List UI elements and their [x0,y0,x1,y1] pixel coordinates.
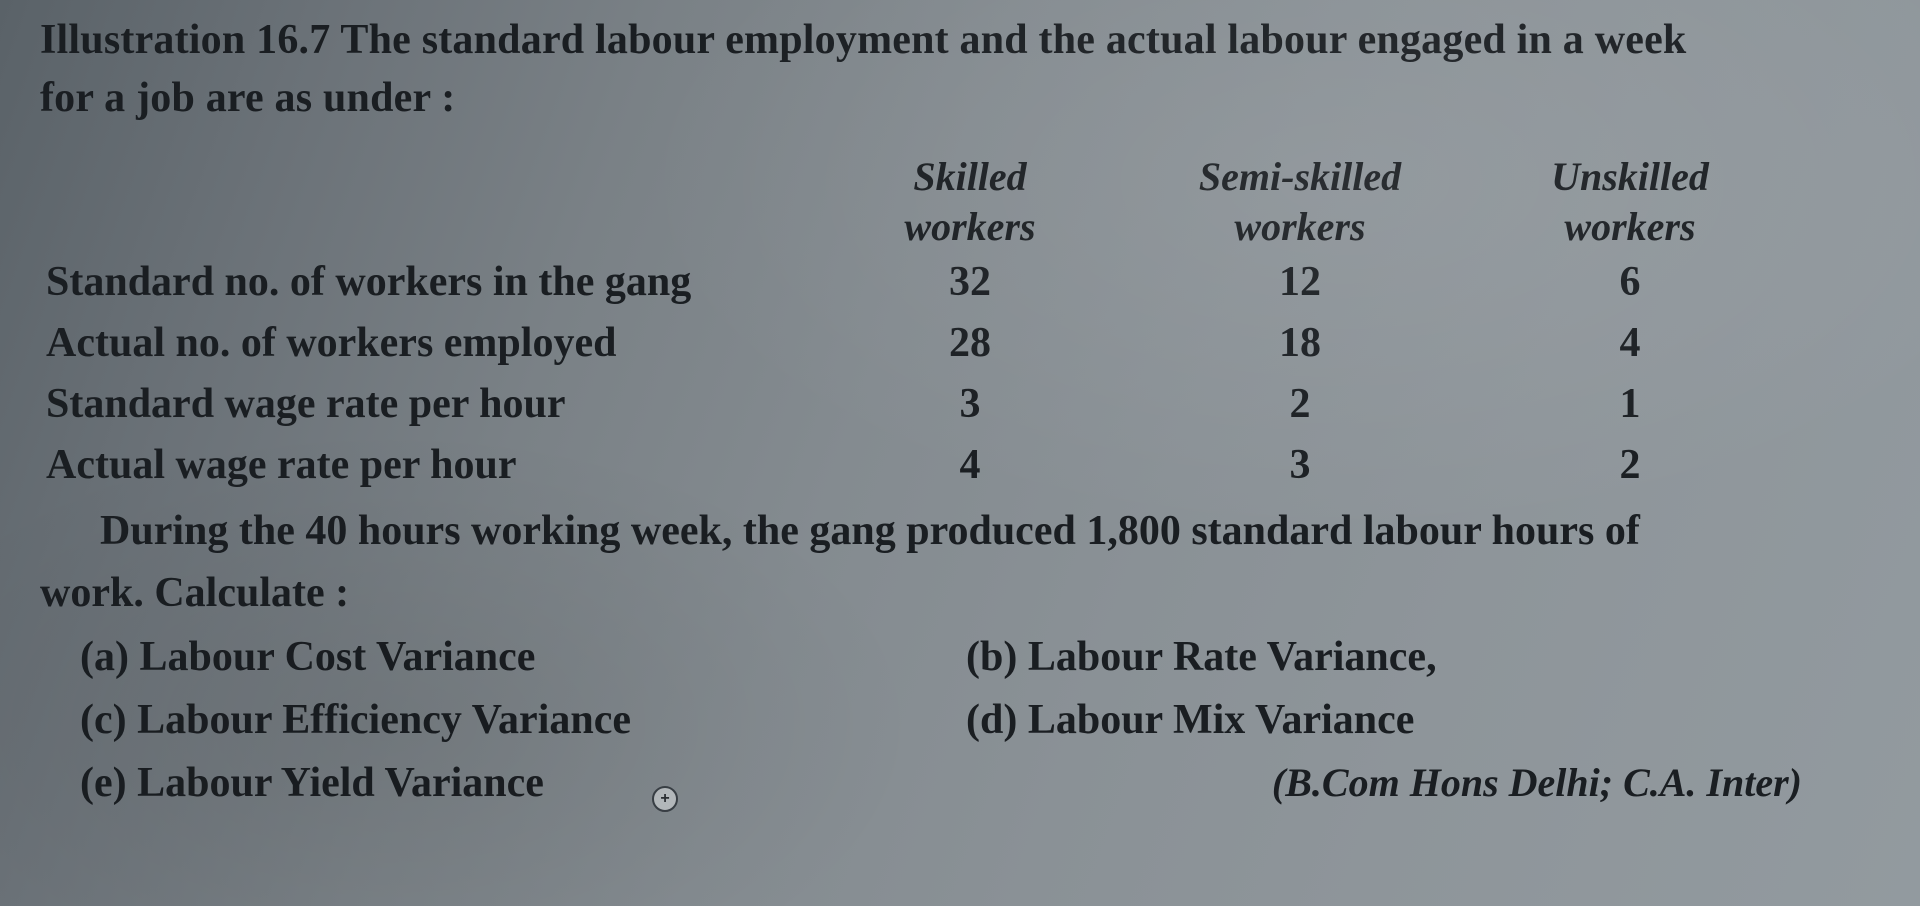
paragraph-line2: work. Calculate : [40,563,1872,624]
col-unskilled-line2: workers [1480,202,1780,252]
col-unskilled-line1: Unskilled [1480,152,1780,202]
row-value: 18 [1120,313,1480,374]
col-unskilled: Unskilled workers [1480,152,1780,252]
col-skilled: Skilled workers [820,152,1120,252]
col-semiskilled: Semi-skilled workers [1120,152,1480,252]
row-value: 3 [820,374,1120,435]
row-value: 2 [1120,374,1480,435]
row-value: 28 [820,313,1120,374]
illustration-body-2: for a job are as under : [40,70,1872,128]
row-value: 2 [1480,435,1780,496]
row-value: 1 [1480,374,1780,435]
illustration-heading: Illustration 16.7 [40,17,330,63]
col-semiskilled-line1: Semi-skilled [1120,152,1480,202]
paragraph-output: During the 40 hours working week, the ga… [40,501,1872,562]
column-headers: Skilled workers Semi-skilled workers Uns… [40,152,1872,252]
calc-item-a: (a) Labour Cost Variance [40,626,956,689]
col-skilled-line2: workers [820,202,1120,252]
col-skilled-line1: Skilled [820,152,1120,202]
table-row: Standard no. of workers in the gang 32 1… [40,252,1872,313]
calc-item-c: (c) Labour Efficiency Variance [40,689,956,752]
row-label: Actual wage rate per hour [40,435,820,496]
row-label: Standard wage rate per hour [40,374,820,435]
row-value: 4 [1480,313,1780,374]
table-row: Actual no. of workers employed 28 18 4 [40,313,1872,374]
row-label: Actual no. of workers employed [40,313,820,374]
row-value: 3 [1120,435,1480,496]
table-row: Standard wage rate per hour 3 2 1 [40,374,1872,435]
row-value: 12 [1120,252,1480,313]
row-label: Standard no. of workers in the gang [40,252,820,313]
calc-item-e: (e) Labour Yield Variance [40,752,956,815]
illustration-page: Illustration 16.7 The standard labour em… [0,0,1920,826]
col-semiskilled-line2: workers [1120,202,1480,252]
paragraph-line1: During the 40 hours working week, the ga… [100,508,1640,554]
row-value: 4 [820,435,1120,496]
row-value: 6 [1480,252,1780,313]
row-value: 32 [820,252,1120,313]
illustration-title: Illustration 16.7 The standard labour em… [40,12,1872,70]
calc-item-b: (b) Labour Rate Variance, [956,626,1872,689]
calc-item-d: (d) Labour Mix Variance [956,689,1872,752]
illustration-body-1: The standard labour employment and the a… [330,17,1686,63]
zoom-in-icon[interactable]: + [652,786,678,812]
table-row: Actual wage rate per hour 4 3 2 [40,435,1872,496]
